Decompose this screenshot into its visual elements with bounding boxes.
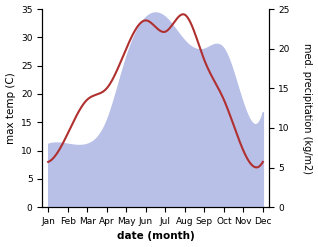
Y-axis label: max temp (C): max temp (C) — [5, 72, 16, 144]
X-axis label: date (month): date (month) — [117, 231, 194, 242]
Y-axis label: med. precipitation (kg/m2): med. precipitation (kg/m2) — [302, 43, 313, 174]
